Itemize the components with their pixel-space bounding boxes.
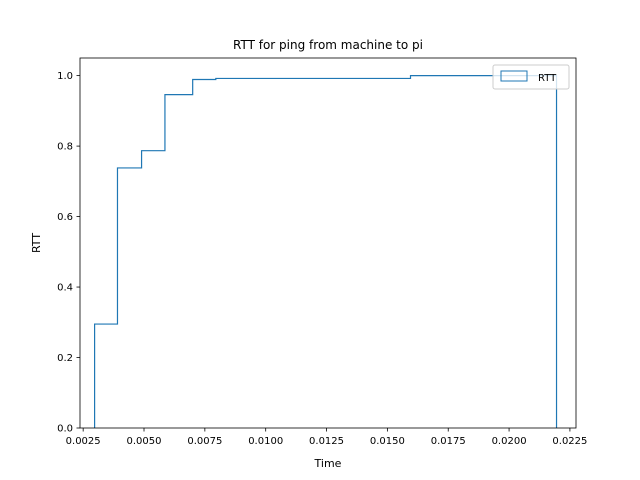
x-tick-label-7: 0.0200 (492, 436, 527, 447)
axis-ticks: 0.0025 0.0050 0.0075 0.0100 0.0125 0.0150 0.01… (57, 71, 587, 447)
axes-frame (79, 57, 577, 429)
legend-label-rtt: RTT (538, 73, 557, 84)
y-tick-label-2: 0.4 (57, 283, 73, 294)
y-tick-label-0: 0.0 (57, 424, 73, 435)
y-axis-label: RTT (30, 233, 43, 253)
x-tick-label-5: 0.0150 (370, 436, 405, 447)
legend: RTT (492, 64, 570, 90)
chart-title: RTT for ping from machine to pi (233, 38, 423, 52)
x-tick-label-8: 0.0225 (552, 436, 587, 447)
x-tick-label-0: 0.0025 (66, 436, 101, 447)
legend-box (492, 64, 570, 90)
x-tick-label-3: 0.0100 (248, 436, 283, 447)
y-tick-label-4: 0.8 (57, 142, 73, 153)
x-tick-label-2: 0.0075 (187, 436, 222, 447)
x-tick-label-4: 0.0125 (309, 436, 344, 447)
legend-swatch-rtt (500, 70, 528, 82)
x-tick-label-1: 0.0050 (127, 436, 162, 447)
series-line-0 (94, 75, 558, 428)
y-tick-label-1: 0.2 (57, 353, 73, 364)
x-axis-label: Time (314, 457, 342, 470)
y-tick-label-3: 0.6 (57, 212, 73, 223)
x-tick-label-6: 0.0175 (431, 436, 466, 447)
plot-area (79, 57, 577, 429)
y-tick-label-5: 1.0 (57, 71, 73, 82)
